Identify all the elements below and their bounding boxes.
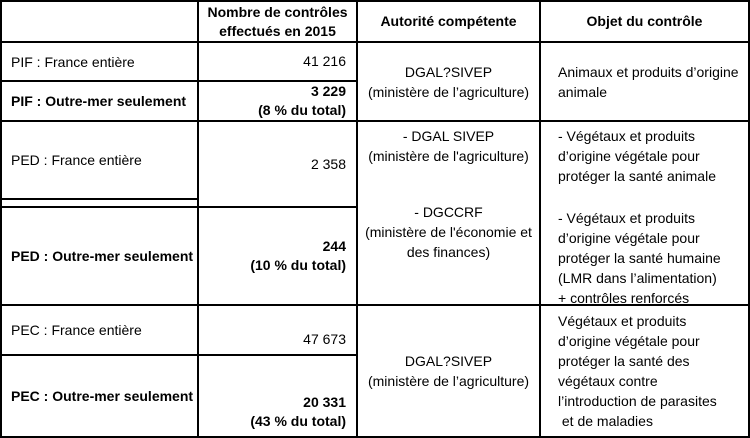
- header-cell-object: Objet du contrôle: [541, 2, 748, 43]
- count-value: 20 331: [303, 394, 346, 410]
- text-line: Nombre de contrôles: [207, 3, 348, 20]
- text-line: effectués en 2015: [219, 22, 336, 39]
- text-line: - Végétaux et produits: [558, 210, 695, 226]
- pec-outremer-count-cell: 20 331 (43 % du total): [199, 356, 358, 436]
- ped-outremer-count-cell: 244 (10 % du total): [199, 208, 358, 306]
- ped-outremer-label-cell: PED : Outre-mer seulement: [2, 208, 199, 306]
- count-share: (10 % du total): [250, 257, 346, 273]
- text-line: d’origine végétale pour: [558, 333, 700, 349]
- count-value: 244: [322, 238, 346, 254]
- pec-france-label-cell: PEC : France entière: [2, 306, 199, 356]
- text-line: (ministère de l'agriculture): [368, 148, 529, 164]
- ped-authority-dgccrf: - DGCCRF (ministère de l'économie et des f…: [365, 202, 532, 262]
- count-value: 41 216: [303, 53, 346, 69]
- header-cell-authority: Autorité compétente: [358, 2, 541, 43]
- text-line: animale: [558, 83, 608, 100]
- ped-authority-dgal-sivep: - DGAL SIVEP (ministère de l'agriculture): [368, 126, 529, 166]
- text-line: (ministère de l’agriculture): [367, 373, 530, 389]
- pec-object-cell: Végétaux et produits d’origine végétale p…: [541, 306, 748, 436]
- text-line: + contrôles renforcés: [558, 290, 690, 306]
- text-line: des finances): [406, 244, 491, 260]
- text-line: d’origine végétale pour: [558, 230, 700, 246]
- pif-authority-cell: DGAL?SIVEP (ministère de l’agriculture): [358, 43, 541, 122]
- text-line: - DGCCRF: [414, 204, 483, 220]
- ped-object-cell: - Végétaux et produits d’origine végétale…: [541, 122, 748, 306]
- text-line: Animaux et produits d’origine: [558, 63, 739, 80]
- text-line: - DGAL SIVEP: [402, 128, 495, 144]
- text-line: l’introduction de parasites: [558, 393, 717, 409]
- text-line: - Végétaux et produits: [558, 128, 695, 144]
- text-line: (ministère de l’agriculture): [367, 83, 530, 100]
- count-value: 3 229: [310, 83, 346, 99]
- text-line: végétaux contre: [558, 373, 658, 389]
- ped-object-sante-animale: - Végétaux et produits d’origine végétale…: [558, 126, 748, 186]
- count-value: 2 358: [310, 155, 346, 172]
- spacer-cell: [2, 200, 199, 208]
- count-value: 47 673: [303, 331, 346, 347]
- text-line: protéger la santé animale: [558, 168, 716, 184]
- text-line: DGAL?SIVEP: [404, 353, 493, 369]
- text-line: (LMR dans l’alimentation): [558, 270, 717, 286]
- ped-france-count-cell: 2 358: [199, 122, 358, 208]
- ped-france-label-cell: PED : France entière: [2, 122, 199, 200]
- text-line: protéger la santé humaine: [558, 250, 721, 266]
- pif-object-cell: Animaux et produits d’origine animale: [541, 43, 748, 122]
- text-line: et de maladies: [558, 413, 653, 429]
- count-share: (8 % du total): [258, 102, 346, 118]
- header-cell-empty: [2, 2, 199, 43]
- pec-outremer-label-cell: PEC : Outre-mer seulement: [2, 356, 199, 436]
- pec-france-count-cell: 47 673: [199, 306, 358, 356]
- pif-france-count-cell: 41 216: [199, 43, 358, 82]
- count-share: (43 % du total): [250, 413, 346, 429]
- pec-authority-cell: DGAL?SIVEP (ministère de l’agriculture): [358, 306, 541, 436]
- text-line: d’origine végétale pour: [558, 148, 700, 164]
- pif-france-label-cell: PIF : France entière: [2, 43, 199, 82]
- text-line: DGAL?SIVEP: [404, 63, 493, 80]
- text-line: (ministère de l'économie et: [365, 224, 532, 240]
- text-line: protéger la santé des: [558, 353, 690, 369]
- ped-authority-cell: - DGAL SIVEP (ministère de l'agriculture)…: [358, 122, 541, 306]
- pif-outremer-count-cell: 3 229 (8 % du total): [199, 82, 358, 122]
- header-cell-count: Nombre de contrôles effectués en 2015: [199, 2, 358, 43]
- ped-object-sante-humaine: - Végétaux et produits d’origine végétale…: [558, 208, 748, 308]
- pif-outremer-label-cell: PIF : Outre-mer seulement: [2, 82, 199, 122]
- text-line: Végétaux et produits: [558, 313, 687, 329]
